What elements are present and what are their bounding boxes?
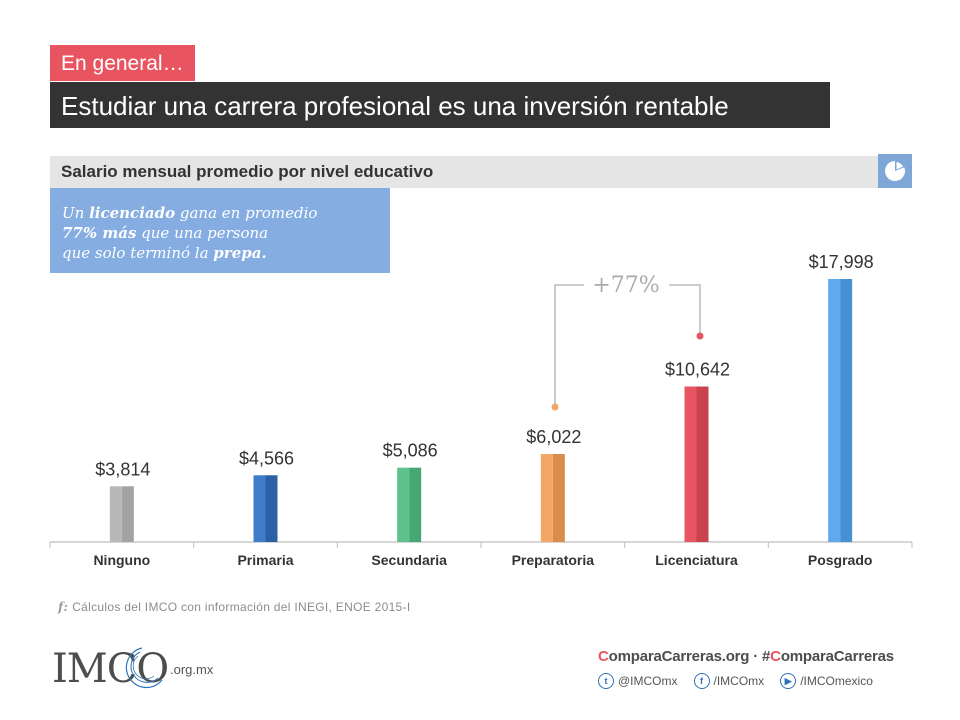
annotation-bracket-right	[669, 284, 701, 336]
insight-note: Un licenciado gana en promedio 77% más q…	[50, 188, 390, 273]
bar-posgrado	[828, 279, 841, 542]
value-label-ninguno: $3,814	[95, 459, 150, 479]
value-label-primaria: $4,566	[239, 448, 294, 468]
imco-logo-swirl-icon	[125, 647, 163, 689]
site-c: C	[598, 648, 609, 665]
bar-shade-secundaria	[409, 467, 422, 542]
bar-chart: $3,814 Ninguno $4,566 Primaria $5,086 Secunda…	[49, 252, 913, 568]
bar-shade-ninguno	[121, 486, 134, 542]
page-headline: Estudiar una carrera profesional es una …	[50, 82, 830, 128]
value-label-posgrado: $17,998	[809, 252, 874, 272]
note-text-3: que una persona	[136, 224, 269, 242]
imco-logo-text: IMCO	[52, 646, 169, 692]
bar-preparatoria	[540, 454, 553, 542]
bar-licenciatura	[684, 386, 697, 542]
twitter-handle: @IMCOmx	[618, 674, 678, 688]
site-sep: ·	[749, 648, 763, 665]
note-text-1: Un	[62, 204, 90, 222]
bar-ninguno	[109, 486, 122, 542]
source-note: f: Cálculos del IMCO con información del …	[58, 600, 410, 614]
category-label-secundaria: Secundaria	[371, 552, 447, 568]
annotation-dot-preparatoria	[551, 403, 559, 411]
category-label-licenciatura: Licenciatura	[655, 552, 738, 568]
hash-c: C	[770, 648, 781, 665]
chart-bars: $3,814 Ninguno $4,566 Primaria $5,086 Secunda…	[49, 252, 913, 568]
chart-subtitle: Salario mensual promedio por nivel educa…	[50, 156, 878, 188]
annotation-label: +77%	[592, 273, 659, 298]
section-tag: En general…	[50, 45, 195, 81]
bar-shade-primaria	[265, 475, 278, 542]
annotation-dot-licenciatura	[696, 332, 704, 340]
note-bold-1: licenciado	[89, 204, 176, 222]
bar-primaria	[253, 475, 266, 542]
note-text-4: que solo terminó la	[62, 244, 214, 262]
category-label-preparatoria: Preparatoria	[512, 552, 595, 568]
note-bold-3: prepa.	[213, 244, 267, 262]
bar-shade-posgrado	[840, 279, 853, 542]
youtube-link[interactable]: ▶ /IMCOmexico	[780, 673, 873, 689]
comparacarreras-line: ComparaCarreras.org · #ComparaCarreras	[598, 648, 918, 665]
footer-branding: ComparaCarreras.org · #ComparaCarreras t…	[598, 648, 918, 689]
site-rest: omparaCarreras.org	[608, 648, 750, 665]
imco-logo-domain: .org.mx	[170, 662, 214, 677]
annotation-bracket-left	[554, 284, 584, 407]
growth-annotation: +77%	[551, 273, 704, 411]
category-label-primaria: Primaria	[237, 552, 293, 568]
twitter-icon: t	[598, 673, 614, 689]
category-label-ninguno: Ninguno	[93, 552, 150, 568]
twitter-link[interactable]: t @IMCOmx	[598, 673, 678, 689]
facebook-icon: f	[693, 673, 710, 689]
note-text-2: gana en promedio	[175, 204, 318, 222]
youtube-icon: ▶	[780, 673, 797, 689]
bar-shade-licenciatura	[696, 386, 709, 542]
youtube-handle: /IMCOmexico	[800, 674, 873, 688]
imco-logo: IMCO .org.mx	[52, 640, 252, 700]
value-label-preparatoria: $6,022	[526, 427, 581, 447]
source-text: Cálculos del IMCO con información del IN…	[72, 600, 411, 614]
bar-secundaria	[397, 467, 410, 542]
hash-rest: omparaCarreras	[780, 648, 894, 665]
pie-chart-icon	[878, 154, 912, 188]
source-symbol: f:	[58, 600, 69, 614]
note-bold-2: 77% más	[62, 224, 137, 242]
facebook-link[interactable]: f /IMCOmx	[693, 673, 765, 689]
value-label-licenciatura: $10,642	[665, 359, 730, 379]
facebook-handle: /IMCOmx	[713, 674, 765, 688]
hash-prefix: #	[762, 648, 771, 665]
bar-shade-preparatoria	[552, 454, 565, 542]
value-label-secundaria: $5,086	[383, 441, 438, 461]
category-label-posgrado: Posgrado	[808, 552, 873, 568]
social-links: t @IMCOmx f /IMCOmx ▶ /IMCOmexico	[598, 673, 918, 689]
